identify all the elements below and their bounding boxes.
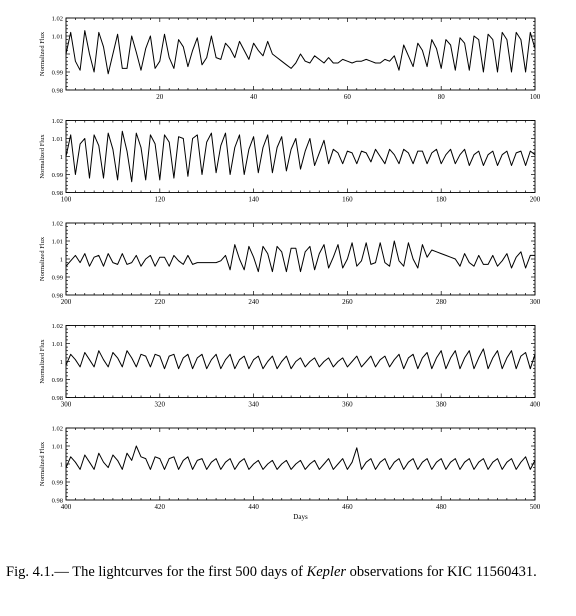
- panel-1: 20 40 60 80 100 0.98 0.99 1.01 1.02 Normalized Fl…: [39, 15, 541, 101]
- y-tick-label: 0.99: [52, 377, 63, 384]
- x-tick-label: 120: [155, 196, 166, 204]
- y-axis-label: Normalized Flux: [39, 31, 46, 76]
- x-tick-label: 340: [248, 401, 259, 409]
- x-tick-label: 100: [530, 93, 541, 101]
- lightcurve-line: [65, 348, 536, 370]
- y-tick-label: 0.99: [52, 172, 63, 179]
- y-tick-label: 0.98: [52, 190, 63, 197]
- x-tick-label: 440: [248, 503, 259, 511]
- lightcurve-line: [65, 445, 536, 470]
- y-axis-label: Normalized Flux: [39, 441, 46, 486]
- caption-suffix: observations for KIC 11560431.: [346, 564, 537, 580]
- x-tick-label: 20: [156, 93, 164, 101]
- y-tick-label: 0.98: [52, 497, 63, 504]
- x-tick-label: 180: [436, 196, 447, 204]
- panel-4: 300 320 340 360 380 400 0.98 0.99 1 1.01 1.02 Norma…: [39, 323, 541, 409]
- y-tick-label: 0.98: [52, 292, 63, 299]
- lightcurve-line: [65, 240, 535, 273]
- y-axis-label: Normalized Flux: [39, 339, 46, 384]
- x-tick-label: 400: [61, 503, 72, 511]
- plot-frame: [65, 222, 536, 296]
- x-tick-label: 420: [155, 503, 166, 511]
- x-tick-label: 60: [344, 93, 352, 101]
- y-tick-label: 1.01: [52, 238, 63, 245]
- y-tick-label: 0.99: [52, 274, 63, 281]
- lightcurve-line: [65, 30, 536, 75]
- y-tick-label: 1: [60, 359, 63, 366]
- plot-frame: [65, 325, 536, 398]
- x-axis-label: Days: [293, 513, 308, 521]
- x-tick-label: 500: [530, 503, 541, 511]
- x-tick-label: 100: [61, 196, 72, 204]
- y-tick-label: 1.02: [52, 15, 63, 22]
- x-tick-label: 240: [248, 298, 259, 306]
- x-tick-label: 480: [436, 503, 447, 511]
- y-tick-label: 1: [60, 256, 63, 263]
- x-tick-label: 200: [61, 298, 72, 306]
- x-tick-label: 300: [61, 401, 72, 409]
- panel-5: 400 420 440 460 480 500 0.98 0.99 1 1.01 1.02 Norma…: [39, 425, 541, 511]
- plot-frame: [65, 427, 536, 501]
- x-tick-label: 160: [342, 196, 353, 204]
- x-tick-label: 360: [342, 401, 353, 409]
- y-tick-label: 1: [60, 461, 63, 468]
- y-axis-label: Normalized Flux: [39, 236, 46, 281]
- x-tick-label: 260: [342, 298, 353, 306]
- x-tick-label: 400: [530, 401, 541, 409]
- y-tick-label: 1.01: [52, 341, 63, 348]
- y-tick-label: 1.02: [52, 425, 63, 432]
- y-tick-label: 0.99: [52, 479, 63, 486]
- x-tick-label: 280: [436, 298, 447, 306]
- y-tick-label: 1: [60, 154, 63, 161]
- y-tick-label: 0.98: [52, 87, 63, 94]
- lightcurve-line: [65, 130, 536, 183]
- y-tick-label: 0.99: [52, 69, 63, 76]
- y-axis-label: Normalized Flux: [39, 134, 46, 179]
- x-tick-label: 200: [530, 196, 541, 204]
- y-tick-label: 1.02: [52, 118, 63, 125]
- caption-italic: Kepler: [306, 564, 347, 580]
- x-tick-label: 140: [248, 196, 259, 204]
- plot-frame: [65, 120, 536, 193]
- x-tick-label: 80: [438, 93, 446, 101]
- figure-caption: Fig. 4.1.— The lightcurves for the first…: [6, 564, 572, 580]
- x-tick-label: 380: [436, 401, 447, 409]
- y-tick-label: 1.01: [52, 136, 63, 143]
- y-tick-label: 1.02: [52, 220, 63, 227]
- y-tick-label: 1.01: [52, 33, 63, 40]
- x-tick-label: 320: [155, 401, 166, 409]
- x-tick-label: 460: [342, 503, 353, 511]
- panel-2: 100 120 140 160 180 200 0.98 0.99 1 1.01 1.02 Norma…: [39, 118, 541, 204]
- x-tick-label: 40: [250, 93, 258, 101]
- panel-3: 200 220 240 260 280 300 0.98 0.99 1 1.01 1.02 Norma…: [39, 220, 541, 306]
- y-tick-label: 1.01: [52, 443, 63, 450]
- y-tick-label: 0.98: [52, 395, 63, 402]
- x-tick-label: 300: [530, 298, 541, 306]
- y-tick-label: 1.02: [52, 323, 63, 330]
- caption-prefix: Fig. 4.1.— The lightcurves for the first…: [6, 564, 307, 580]
- x-tick-label: 220: [155, 298, 166, 306]
